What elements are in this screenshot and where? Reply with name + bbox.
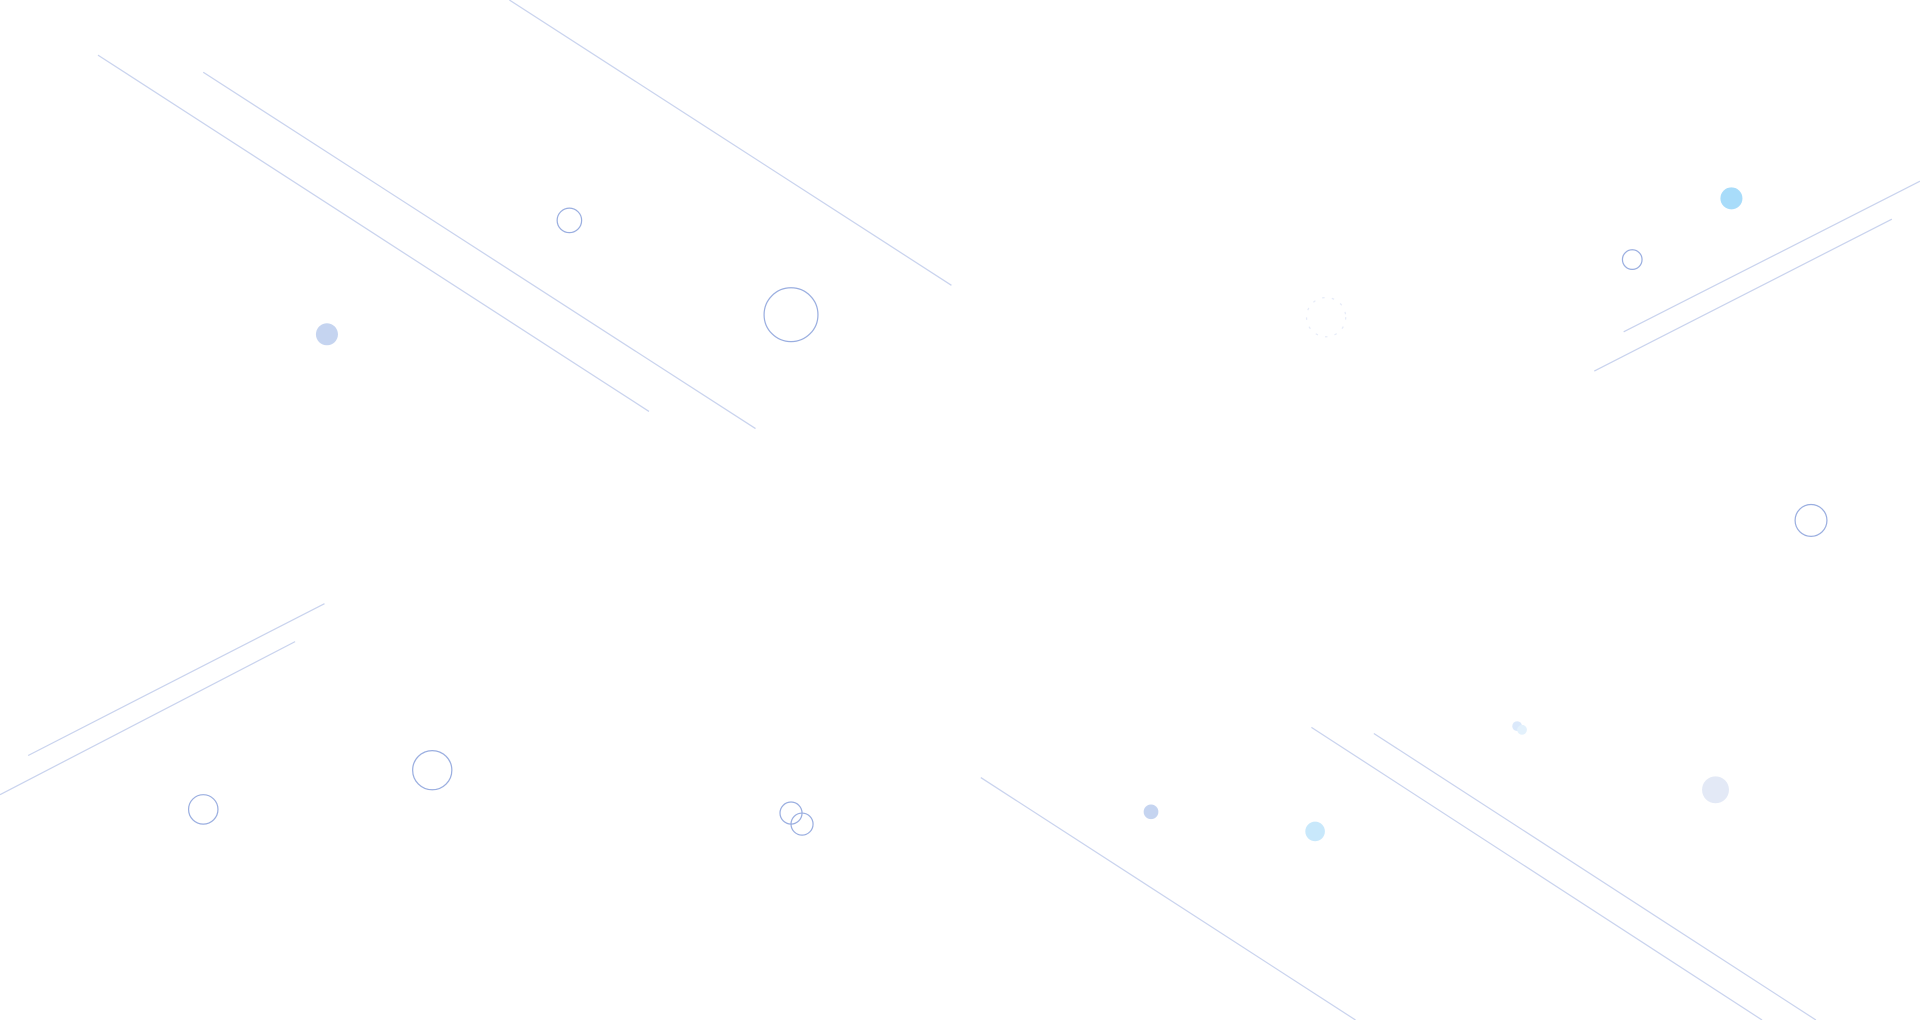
filled-dots [315, 187, 1743, 842]
decor-ring [187, 794, 219, 825]
decor-ring [412, 750, 453, 791]
decor-line [1373, 732, 1817, 1020]
decor-dot [1143, 804, 1159, 820]
decor-ring [1794, 503, 1828, 537]
decor-ring-faint [1305, 296, 1347, 338]
decor-ring [1621, 249, 1643, 270]
decor-line [202, 71, 756, 430]
decor-dot [1517, 724, 1527, 735]
decor-line [1311, 726, 1763, 1020]
decor-line [27, 603, 325, 757]
decor-line [97, 54, 650, 412]
decor-ring [790, 812, 814, 836]
decor-line [0, 641, 296, 796]
decor-line [509, 0, 952, 286]
ring-circles [187, 207, 1828, 836]
decor-dot [1305, 821, 1325, 842]
decor-line [1594, 218, 1893, 372]
decor-dot [315, 323, 338, 346]
decor-dot [1720, 187, 1743, 210]
decor-line [980, 777, 1356, 1020]
decor-dot [1702, 776, 1729, 804]
decor-ring [763, 287, 819, 343]
decor-ring [556, 207, 583, 234]
decor-line [1623, 180, 1920, 333]
